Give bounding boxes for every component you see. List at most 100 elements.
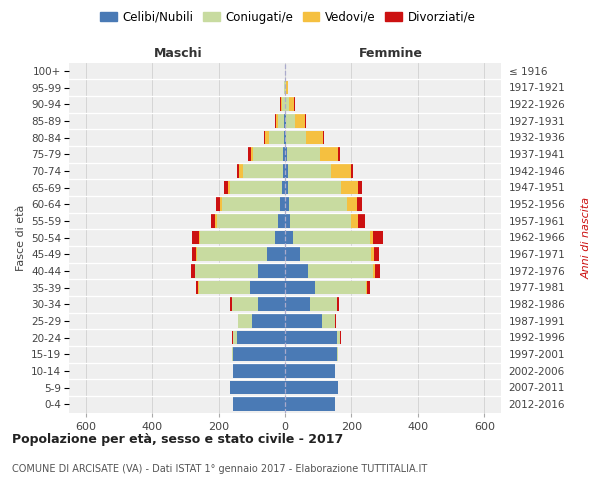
Bar [275,230,285,244]
Bar [285,130,286,144]
Text: Popolazione per età, sesso e stato civile - 2017: Popolazione per età, sesso e stato civil… [12,432,343,446]
Bar [281,98,282,111]
Bar [237,330,285,344]
Bar [259,298,285,311]
Bar [278,114,284,128]
Bar [200,230,275,244]
Text: Femmine: Femmine [359,47,424,60]
Bar [269,130,284,144]
Bar [251,148,253,161]
Bar [233,398,285,411]
Bar [230,180,281,194]
Bar [280,198,285,211]
Bar [233,348,285,361]
Bar [224,180,227,194]
Bar [373,264,375,278]
Bar [338,148,340,161]
Bar [220,198,222,211]
Bar [282,98,284,111]
Y-axis label: Fasce di età: Fasce di età [16,204,26,270]
Bar [337,330,340,344]
Bar [230,380,285,394]
Bar [285,298,310,311]
Bar [286,98,289,111]
Bar [367,280,370,294]
Bar [194,264,195,278]
Bar [278,214,285,228]
Bar [267,248,285,261]
Bar [222,198,280,211]
Bar [285,330,337,344]
Bar [285,280,315,294]
Bar [285,180,289,194]
Bar [375,264,380,278]
Bar [284,130,285,144]
Bar [211,214,215,228]
Bar [238,314,252,328]
Bar [232,348,233,361]
Bar [285,114,286,128]
Bar [227,180,230,194]
Bar [373,230,383,244]
Bar [285,230,293,244]
Bar [374,248,379,261]
Bar [286,114,295,128]
Bar [308,264,373,278]
Bar [195,264,259,278]
Bar [192,230,199,244]
Bar [265,130,269,144]
Bar [337,348,338,361]
Bar [215,214,217,228]
Bar [285,164,287,177]
Bar [286,80,287,94]
Bar [217,214,278,228]
Bar [351,164,353,177]
Bar [285,198,289,211]
Legend: Celibi/Nubili, Coniugati/e, Vedovi/e, Divorziati/e: Celibi/Nubili, Coniugati/e, Vedovi/e, Di… [95,6,481,28]
Bar [248,148,251,161]
Bar [285,248,300,261]
Bar [358,214,365,228]
Bar [337,298,338,311]
Bar [320,148,338,161]
Bar [283,148,285,161]
Bar [237,164,239,177]
Bar [285,398,335,411]
Bar [285,380,338,394]
Bar [347,198,357,211]
Bar [287,164,331,177]
Bar [275,114,278,128]
Bar [284,114,285,128]
Bar [285,348,337,361]
Bar [196,248,197,261]
Bar [199,280,250,294]
Y-axis label: Anni di nascita: Anni di nascita [582,196,592,278]
Bar [352,214,358,228]
Bar [252,314,285,328]
Bar [199,230,200,244]
Bar [315,280,367,294]
Bar [289,180,341,194]
Bar [250,280,285,294]
Bar [285,364,335,378]
Bar [281,180,285,194]
Bar [300,248,371,261]
Bar [293,230,370,244]
Bar [285,214,290,228]
Bar [191,264,194,278]
Bar [286,130,306,144]
Bar [289,198,347,211]
Bar [295,114,305,128]
Bar [358,180,362,194]
Bar [264,130,265,144]
Bar [370,230,373,244]
Bar [289,98,295,111]
Bar [285,264,308,278]
Bar [216,198,220,211]
Text: Maschi: Maschi [154,47,203,60]
Bar [230,298,232,311]
Bar [285,148,287,161]
Bar [253,148,283,161]
Bar [322,314,335,328]
Bar [192,248,196,261]
